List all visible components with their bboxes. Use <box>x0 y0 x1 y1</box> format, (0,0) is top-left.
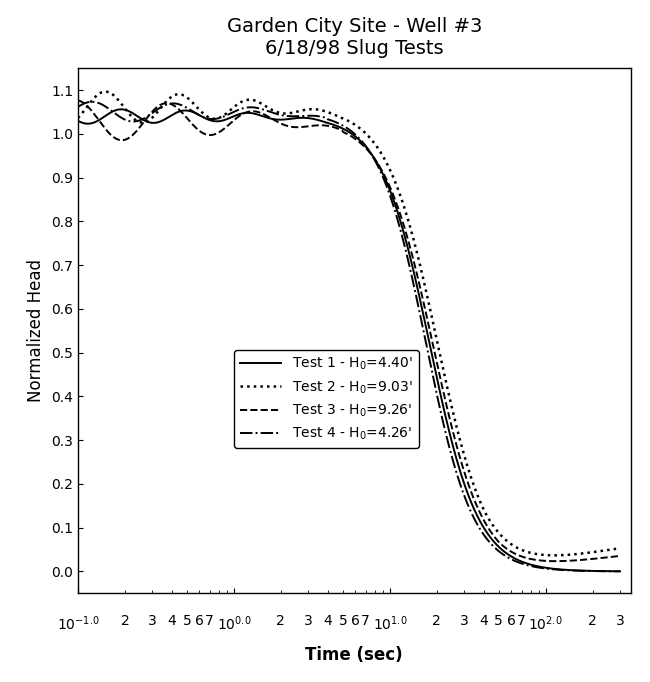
Text: 6: 6 <box>351 614 359 628</box>
Text: 3: 3 <box>148 614 157 628</box>
Text: 5: 5 <box>495 614 503 628</box>
Text: 6: 6 <box>506 614 515 628</box>
Text: 5: 5 <box>183 614 191 628</box>
Text: 3: 3 <box>304 614 313 628</box>
Text: 7: 7 <box>205 614 214 628</box>
Text: $10^{1.0}$: $10^{1.0}$ <box>372 614 407 633</box>
Text: 3: 3 <box>460 614 469 628</box>
Text: 4: 4 <box>324 614 332 628</box>
Text: 2: 2 <box>432 614 441 628</box>
Text: 2: 2 <box>120 614 129 628</box>
Text: 3: 3 <box>616 614 625 628</box>
Title: Garden City Site - Well #3
6/18/98 Slug Tests: Garden City Site - Well #3 6/18/98 Slug … <box>227 17 482 59</box>
Text: 4: 4 <box>168 614 176 628</box>
Text: 5: 5 <box>339 614 347 628</box>
Legend: Test 1 - H$_0$=4.40', Test 2 - H$_0$=9.03', Test 3 - H$_0$=9.26', Test 4 - H$_0$: Test 1 - H$_0$=4.40', Test 2 - H$_0$=9.0… <box>234 351 419 448</box>
Text: Time (sec): Time (sec) <box>306 646 403 664</box>
Text: 7: 7 <box>361 614 370 628</box>
Y-axis label: Normalized Head: Normalized Head <box>27 259 46 402</box>
Text: 2: 2 <box>276 614 285 628</box>
Text: 7: 7 <box>517 614 526 628</box>
Text: $10^{-1.0}$: $10^{-1.0}$ <box>57 614 99 633</box>
Text: 4: 4 <box>479 614 488 628</box>
Text: 6: 6 <box>195 614 203 628</box>
Text: $10^{0.0}$: $10^{0.0}$ <box>216 614 251 633</box>
Text: $10^{2.0}$: $10^{2.0}$ <box>528 614 563 633</box>
Text: 2: 2 <box>588 614 597 628</box>
